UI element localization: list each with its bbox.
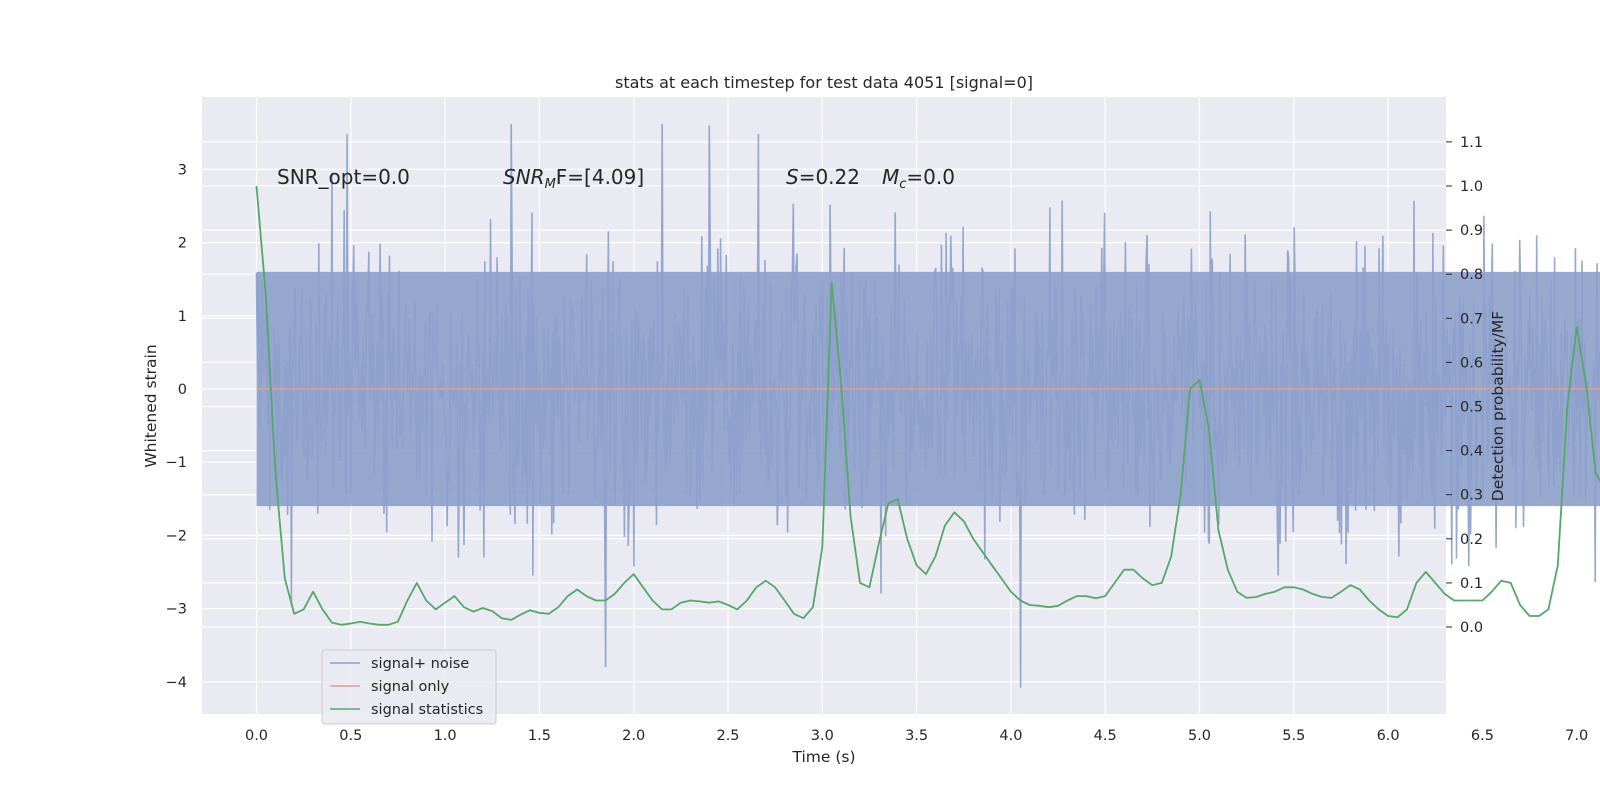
- x-tick-labels: 0.0 0.5 1.0 1.5 2.0 2.5 3.0 3.5 4.0 4.5 5.0 5.5 6.0 6…: [245, 728, 1588, 744]
- x-tick-label: 0.5: [339, 728, 362, 744]
- annotation-snr-mf-main: SNR: [503, 165, 545, 189]
- y-right-tick-label: 1.1: [1460, 135, 1483, 151]
- x-tick-label: 2.5: [716, 728, 739, 744]
- y-left-tick-label: 0: [178, 382, 187, 398]
- x-tick-label: 0.0: [245, 728, 268, 744]
- y-right-tick-label: 0.8: [1460, 267, 1483, 283]
- annotation-mc-symbol: M: [882, 165, 899, 189]
- x-tick-label: 1.0: [434, 728, 457, 744]
- x-tick-label: 5.0: [1188, 728, 1211, 744]
- y-right-tick-label: 0.5: [1460, 400, 1483, 416]
- series-signal-statistics: [255, 185, 1600, 626]
- y-left-axis-label: Whitened strain: [142, 344, 160, 467]
- y-left-tick-label: 3: [178, 162, 187, 178]
- annotation-s: S=0.22: [786, 165, 860, 189]
- legend-label-signal-noise: signal+ noise: [371, 656, 469, 672]
- y-right-tick-label: 0.9: [1460, 223, 1483, 239]
- y-left-tick-label: −2: [166, 528, 187, 544]
- legend-label-signal-only: signal only: [371, 679, 450, 695]
- y-left-tick-label: −1: [166, 455, 187, 471]
- y-right-tick-labels: 1.1 1.0 0.9 0.8 0.7 0.6 0.5 0.4 0.3 0.2 0.1 0.0: [1446, 135, 1483, 636]
- y-right-tick-label: 1.0: [1460, 179, 1483, 195]
- x-axis-label: Time (s): [791, 748, 855, 766]
- x-tick-label: 4.5: [1094, 728, 1117, 744]
- legend: signal+ noise signal only signal statist…: [321, 649, 497, 725]
- annotation-snr-opt: SNR_opt=0.0: [277, 165, 410, 189]
- y-right-tick-label: 0.1: [1460, 576, 1483, 592]
- x-tick-label: 6.0: [1377, 728, 1400, 744]
- x-tick-label: 7.0: [1565, 728, 1588, 744]
- x-tick-label: 2.0: [622, 728, 645, 744]
- x-tick-label: 1.5: [528, 728, 551, 744]
- y-right-axis-label: Detection probability/MF: [1489, 311, 1507, 502]
- x-tick-label: 6.5: [1471, 728, 1494, 744]
- y-left-tick-label: 1: [178, 309, 187, 325]
- y-right-tick-label: 0.3: [1460, 488, 1483, 504]
- y-left-tick-labels: 3 2 1 0 −1 −2 −3 −4: [166, 162, 187, 690]
- legend-box: [321, 649, 497, 725]
- annotation-snr-mf-sub: M: [545, 177, 556, 192]
- x-tick-label: 5.5: [1282, 728, 1305, 744]
- x-tick-label: 3.0: [811, 728, 834, 744]
- annotation-mc-sub: c: [899, 177, 906, 192]
- chart-title: stats at each timestep for test data 405…: [615, 73, 1033, 92]
- y-left-tick-label: 2: [178, 236, 187, 252]
- annotation-mc-value: =0.0: [906, 165, 955, 189]
- annotation-s-symbol: S: [786, 165, 799, 189]
- legend-label-signal-statistics: signal statistics: [371, 702, 483, 718]
- annotation-s-value: =0.22: [799, 165, 860, 189]
- y-right-tick-label: 0.2: [1460, 532, 1483, 548]
- annotation-mc: Mc=0.0: [882, 165, 955, 192]
- y-left-tick-label: −4: [166, 675, 187, 691]
- y-left-tick-label: −3: [166, 602, 187, 618]
- y-right-tick-label: 0.6: [1460, 355, 1483, 371]
- y-right-tick-label: 0.4: [1460, 444, 1483, 460]
- y-right-tick-label: 0.7: [1460, 311, 1483, 327]
- x-tick-label: 4.0: [999, 728, 1022, 744]
- annotation-snr-mf: SNRMF=[4.09]: [503, 165, 644, 192]
- annotation-snr-mf-rest: F=[4.09]: [556, 165, 644, 189]
- x-tick-label: 3.5: [905, 728, 928, 744]
- y-right-tick-label: 0.0: [1460, 620, 1483, 636]
